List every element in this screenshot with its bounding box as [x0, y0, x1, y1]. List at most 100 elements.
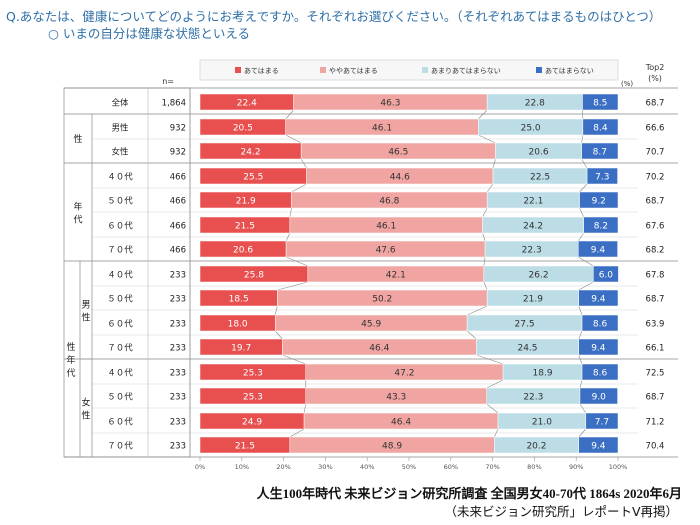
bar-value-label: 24.2 [241, 148, 261, 158]
boundary-connector [486, 379, 504, 389]
row-n: 466 [170, 246, 186, 256]
bar-value-label: 18.5 [229, 295, 249, 305]
bar-value-label: 22.4 [237, 99, 257, 109]
bar-value-label: 7.7 [595, 418, 609, 428]
bar-segment-4 [581, 142, 619, 160]
bar-value-label: 48.9 [382, 442, 402, 452]
bar-segment-4 [585, 412, 619, 430]
bar-value-label: 8.5 [593, 99, 607, 109]
bar-segment-4 [578, 240, 618, 258]
legend-label-2: ややあてはまる [329, 67, 378, 75]
boundary-connector [492, 158, 496, 169]
boundary-connector [478, 109, 488, 120]
bar-value-label: 46.1 [372, 124, 392, 134]
legend-label-1: あてはまる [244, 67, 279, 75]
top2-value: 66.1 [646, 344, 665, 354]
top2-value: 63.9 [646, 320, 665, 330]
bar-segment-4 [582, 93, 619, 111]
row-label: ７０代 [107, 245, 133, 256]
row-label: ５０代 [107, 392, 133, 403]
bar-value-label: 9.2 [592, 197, 606, 207]
row-n: 233 [170, 271, 186, 281]
boundary-connector [282, 354, 306, 365]
bar-value-label: 50.2 [372, 295, 392, 305]
x-tick-label: 60% [444, 463, 458, 471]
legend-swatch-4 [536, 67, 542, 73]
legend-swatch-1 [235, 67, 241, 73]
bar-value-label: 8.2 [594, 222, 608, 232]
top2-value: 70.7 [646, 148, 665, 158]
boundary-connector [494, 428, 499, 438]
boundary-connector [578, 354, 583, 365]
legend-label-3: あまりあてはまらない [431, 67, 501, 75]
x-tick-label: 10% [235, 463, 249, 471]
legend-label-4: あてはまらない [545, 67, 594, 75]
bar-value-label: 46.4 [391, 418, 411, 428]
bar-value-label: 42.1 [386, 271, 406, 281]
bar-value-label: 22.8 [525, 99, 545, 109]
legend-swatch-2 [320, 67, 326, 73]
x-tick-label: 70% [485, 463, 499, 471]
bar-value-label: 46.4 [369, 344, 389, 354]
group-label-male: 男 [81, 300, 90, 311]
top2-value: 68.7 [646, 295, 665, 305]
bar-value-label: 20.2 [526, 442, 546, 452]
top2-value: 68.7 [646, 197, 665, 207]
boundary-connector [579, 207, 584, 218]
bar-value-label: 18.9 [533, 369, 553, 379]
boundary-connector [578, 305, 583, 316]
boundary-connector [483, 256, 486, 267]
boundary-connector [285, 134, 302, 144]
bar-value-label: 20.6 [233, 246, 253, 256]
bar-value-label: 9.4 [591, 442, 606, 452]
group-label-sexage: 性 [66, 341, 75, 353]
boundary-connector [466, 330, 477, 340]
bar-value-label: 8.6 [593, 369, 608, 379]
boundary-connector [579, 379, 583, 389]
row-n: 1,864 [162, 99, 186, 109]
bar-value-label: 21.9 [523, 295, 543, 305]
boundary-connector [578, 256, 594, 267]
label-table-frame [63, 87, 191, 458]
boundary-connector [466, 305, 488, 316]
x-tick-label: 80% [527, 463, 541, 471]
row-n: 932 [170, 124, 186, 134]
row-label: ４０代 [107, 172, 133, 183]
group-label-female: 女 [81, 397, 90, 409]
row-n: 233 [170, 369, 186, 379]
bar-segment-4 [583, 216, 619, 234]
row-n: 932 [170, 148, 186, 158]
boundary-connector [578, 428, 587, 438]
bar-segment-4 [581, 314, 619, 332]
boundary-connector [483, 281, 488, 291]
bar-value-label: 25.5 [243, 173, 263, 183]
row-label: 男性 [111, 123, 129, 134]
boundary-connector [285, 232, 291, 242]
legend-swatch-3 [422, 67, 428, 73]
boundary-connector [581, 134, 584, 144]
x-tick-label: 50% [402, 463, 416, 471]
x-tick-label: 90% [569, 463, 583, 471]
bar-value-label: 46.8 [379, 197, 399, 207]
source-line-2: （未来ビジョン研究所」レポートⅤ再掲） [444, 504, 678, 519]
bar-value-label: 43.3 [386, 393, 406, 403]
top2-value: 70.2 [646, 173, 665, 183]
group-label-sexage: 年 [66, 354, 75, 366]
bar-value-label: 8.7 [593, 148, 607, 158]
bar-value-label: 18.0 [228, 320, 248, 330]
row-label: ４０代 [107, 270, 133, 281]
bar-value-label: 45.9 [361, 320, 381, 330]
bar-value-label: 20.6 [529, 148, 549, 158]
legend-box [199, 59, 619, 81]
row-label: ６０代 [107, 221, 133, 232]
top2-value: 71.2 [646, 418, 665, 428]
source-line-1: 人生100年時代 未来ビジョン研究所調査 全国男女40-70代 1864s 20… [256, 486, 682, 501]
row-label: ６０代 [107, 319, 133, 330]
boundary-connector [274, 305, 278, 316]
bar-segment-4 [578, 289, 619, 307]
boundary-connector [579, 183, 588, 193]
bar-value-label: 46.5 [388, 148, 408, 158]
boundary-connector [581, 158, 588, 169]
x-tick-label: 20% [276, 463, 290, 471]
bar-value-label: 21.5 [235, 222, 255, 232]
